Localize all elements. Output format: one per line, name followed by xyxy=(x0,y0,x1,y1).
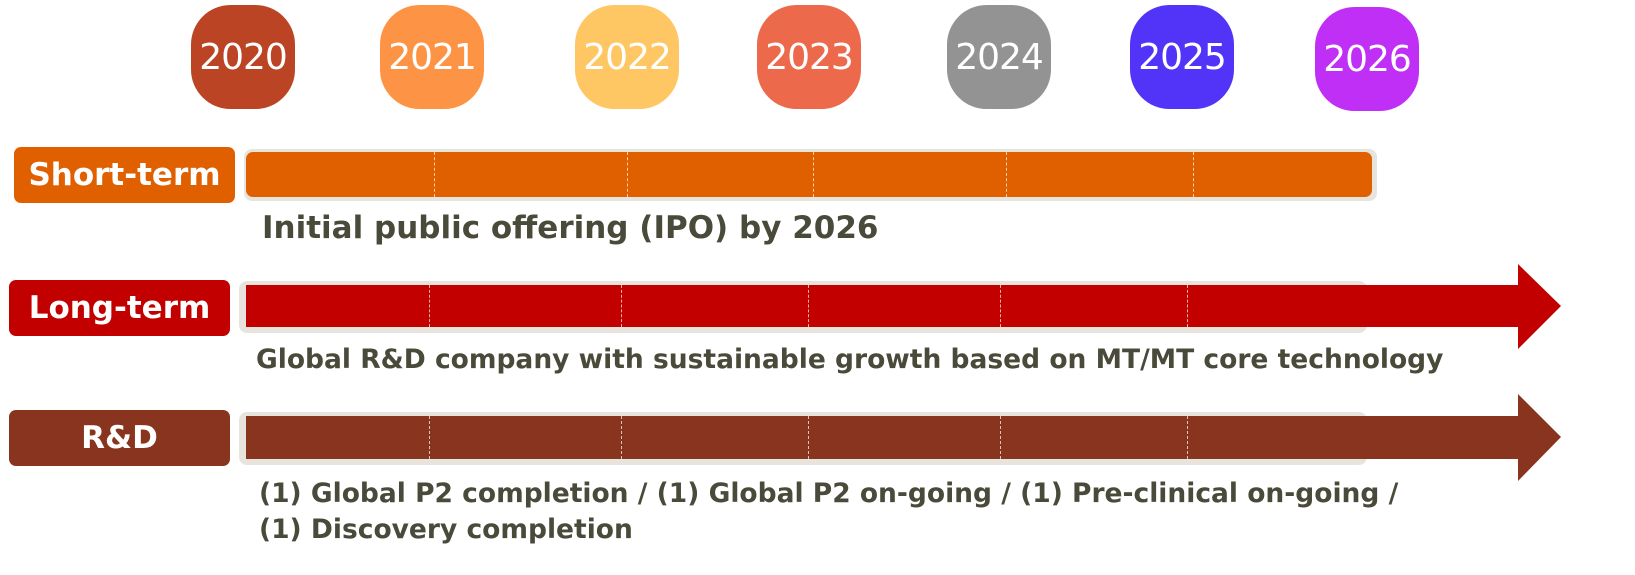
long-term-divider xyxy=(1000,285,1001,327)
long-term-arrow-shape xyxy=(246,264,1561,349)
rnd-divider xyxy=(1187,416,1188,459)
rnd-divider xyxy=(429,416,430,459)
short-term-label: Short-term xyxy=(14,147,235,203)
short-term-description: Initial public offering (IPO) by 2026 xyxy=(262,210,879,246)
rnd-label: R&D xyxy=(9,410,230,466)
year-label: 2020 xyxy=(199,36,288,78)
rnd-divider xyxy=(621,416,622,459)
rnd-description-line1: (1) Global P2 completion / (1) Global P2… xyxy=(259,478,1399,509)
long-term-divider xyxy=(1187,285,1188,327)
long-term-description: Global R&D company with sustainable grow… xyxy=(256,344,1444,375)
year-badge-2026: 2026 xyxy=(1315,7,1419,111)
year-label: 2026 xyxy=(1323,38,1412,80)
year-badge-2024: 2024 xyxy=(947,5,1051,109)
short-term-divider xyxy=(813,152,814,197)
short-term-divider xyxy=(627,152,628,197)
long-term-divider xyxy=(429,285,430,327)
short-term-divider xyxy=(1006,152,1007,197)
year-label: 2024 xyxy=(955,36,1044,78)
short-term-divider xyxy=(434,152,435,197)
long-term-divider xyxy=(808,285,809,327)
short-term-bar xyxy=(246,152,1372,197)
rnd-divider xyxy=(1000,416,1001,459)
year-badge-2023: 2023 xyxy=(757,5,861,109)
year-badge-2025: 2025 xyxy=(1130,5,1234,109)
year-badge-2022: 2022 xyxy=(575,5,679,109)
short-term-divider xyxy=(1193,152,1194,197)
long-term-label: Long-term xyxy=(9,280,230,336)
rnd-arrow-shape xyxy=(246,394,1561,481)
rnd-divider xyxy=(808,416,809,459)
year-label: 2025 xyxy=(1138,36,1227,78)
year-label: 2021 xyxy=(388,36,477,78)
rnd-description-line2: (1) Discovery completion xyxy=(259,514,633,545)
year-label: 2022 xyxy=(583,36,672,78)
long-term-divider xyxy=(621,285,622,327)
year-badge-2020: 2020 xyxy=(191,5,295,109)
year-label: 2023 xyxy=(765,36,854,78)
year-badge-2021: 2021 xyxy=(380,5,484,109)
